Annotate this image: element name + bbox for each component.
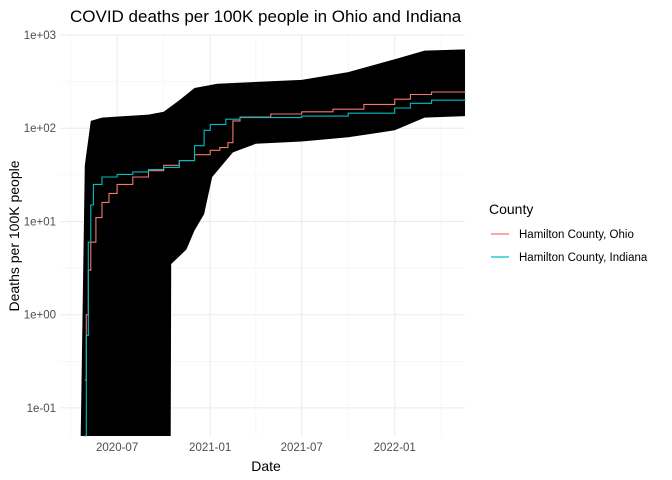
x-axis-title: Date xyxy=(251,458,281,474)
chart-title: COVID deaths per 100K people in Ohio and… xyxy=(70,7,462,26)
series-line-1 xyxy=(84,91,466,381)
x-tick-label: 2020-07 xyxy=(96,442,138,454)
y-tick-labels: 1e-01 1e+00 1e+01 1e+02 1e+03 xyxy=(24,30,56,415)
series-layer xyxy=(84,91,466,437)
y-tick-label: 1e+02 xyxy=(24,123,56,135)
legend-label: Hamilton County, Ohio xyxy=(519,229,634,241)
x-tick-labels: 2020-07 2021-01 2021-07 2022-01 xyxy=(96,442,416,454)
background-band xyxy=(60,49,465,437)
y-tick-label: 1e-01 xyxy=(27,403,56,415)
y-tick-label: 1e+01 xyxy=(24,216,56,228)
x-tick-label: 2021-01 xyxy=(189,442,231,454)
x-tick-label: 2022-01 xyxy=(374,442,416,454)
legend-label: Hamilton County, Indiana xyxy=(519,252,648,264)
legend-items: Hamilton County, Ohio Hamilton County, In… xyxy=(491,229,648,264)
legend-item: Hamilton County, Indiana xyxy=(491,252,648,264)
band-layer xyxy=(60,49,465,437)
series-line-2 xyxy=(84,99,466,437)
y-axis-title: Deaths per 100K people xyxy=(6,160,22,311)
y-tick-label: 1e+00 xyxy=(24,310,56,322)
y-tick-label: 1e+03 xyxy=(24,30,56,42)
legend-title: County xyxy=(489,201,533,217)
x-tick-label: 2021-07 xyxy=(281,442,323,454)
legend-item: Hamilton County, Ohio xyxy=(491,229,634,241)
